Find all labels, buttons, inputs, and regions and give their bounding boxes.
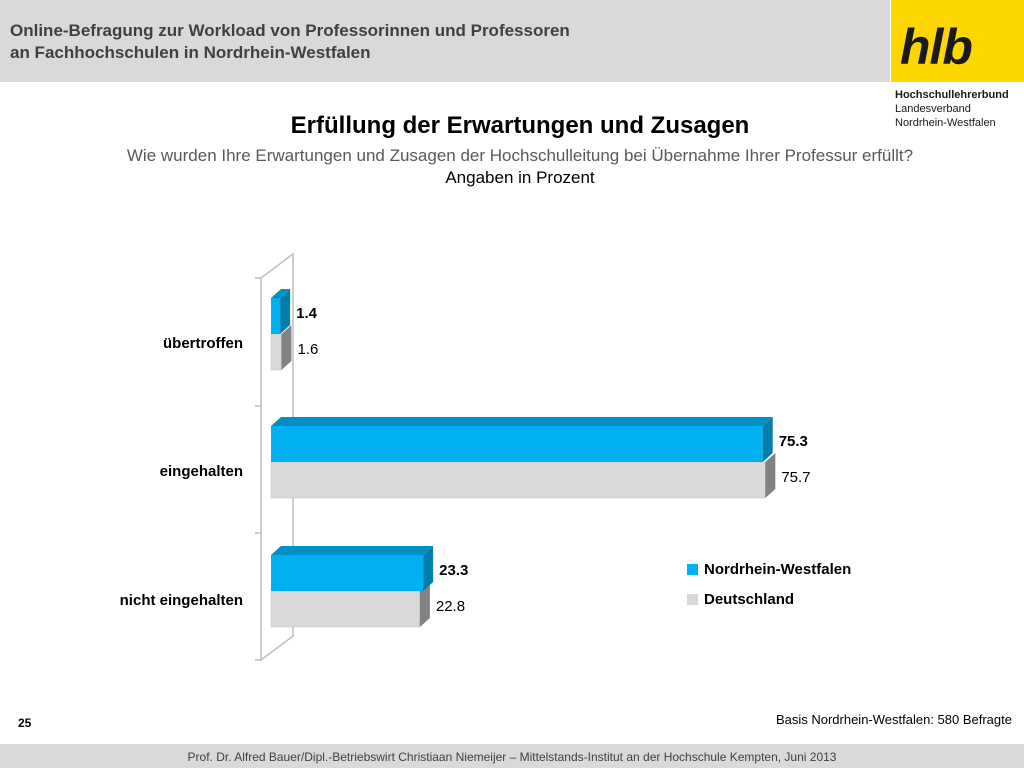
footer-bar: Prof. Dr. Alfred Bauer/Dipl.-Betriebswir… xyxy=(0,744,1024,768)
bar-side-deutschland xyxy=(419,582,430,627)
logo-box xyxy=(891,0,1024,82)
data-label-nrw: 23.3 xyxy=(439,562,468,579)
bar-side-nrw xyxy=(762,417,773,462)
bar-nrw xyxy=(271,426,763,462)
data-label-nrw: 1.4 xyxy=(296,305,318,322)
bar-deutschland xyxy=(270,590,421,628)
org-line3: Nordrhein-Westfalen xyxy=(895,117,996,129)
data-label-deutschland: 75.7 xyxy=(781,469,810,486)
header-bar xyxy=(0,0,890,82)
presentation-title: Online-Befragung zur Workload von Profes… xyxy=(10,20,570,64)
legend-item-nrw: Nordrhein-Westfalen xyxy=(687,554,851,584)
bar-side-deutschland xyxy=(281,325,292,370)
legend-label-nrw: Nordrhein-Westfalen xyxy=(704,560,852,578)
sample-basis-note: Basis Nordrhein-Westfalen: 580 Befragte xyxy=(775,712,1012,727)
bar-side-nrw xyxy=(423,546,434,591)
legend-swatch-nrw xyxy=(687,563,698,575)
data-label-nrw: 75.3 xyxy=(779,433,808,450)
bar-top-nrw xyxy=(271,546,434,555)
organization-block: Hochschullehrerbund Landesverband Nordrh… xyxy=(895,88,1023,130)
category-label: nicht eingehalten xyxy=(120,592,243,609)
data-label-deutschland: 1.6 xyxy=(297,341,318,358)
bar-side-nrw xyxy=(280,289,291,334)
footer-credit: Prof. Dr. Alfred Bauer/Dipl.-Betriebswir… xyxy=(187,750,837,764)
category-label: eingehalten xyxy=(160,463,243,480)
bar-deutschland xyxy=(270,461,766,499)
org-line2: Landesverband xyxy=(895,103,971,115)
bar-nrw xyxy=(271,555,424,591)
data-label-deutschland: 22.8 xyxy=(436,598,465,615)
bar-nrw xyxy=(271,298,281,334)
bar-top-nrw xyxy=(271,417,773,426)
org-name: Hochschullehrerbund xyxy=(895,89,1009,101)
category-label: übertroffen xyxy=(163,335,243,352)
bar-deutschland xyxy=(270,333,282,371)
chart-legend: Nordrhein-Westfalen Deutschland xyxy=(687,554,851,614)
bar-top-nrw xyxy=(271,289,291,298)
unit-note: Angaben in Prozent xyxy=(445,168,595,187)
bar-side-deutschland xyxy=(765,453,776,498)
page-number: 25 xyxy=(18,716,32,730)
presentation-title-line2: an Fachhochschulen in Nordrhein-Westfale… xyxy=(10,43,371,62)
legend-label-deutschland: Deutschland xyxy=(704,590,795,608)
chart-title: Erfüllung der Erwartungen und Zusagen xyxy=(290,112,750,139)
hlb-logo: hlb xyxy=(900,19,973,75)
legend-swatch-deutschland xyxy=(687,593,698,605)
legend-item-deutschland: Deutschland xyxy=(687,584,851,614)
chart-subtitle: Wie wurden Ihre Erwartungen und Zusagen … xyxy=(126,146,914,165)
presentation-title-line1: Online-Befragung zur Workload von Profes… xyxy=(10,21,570,40)
